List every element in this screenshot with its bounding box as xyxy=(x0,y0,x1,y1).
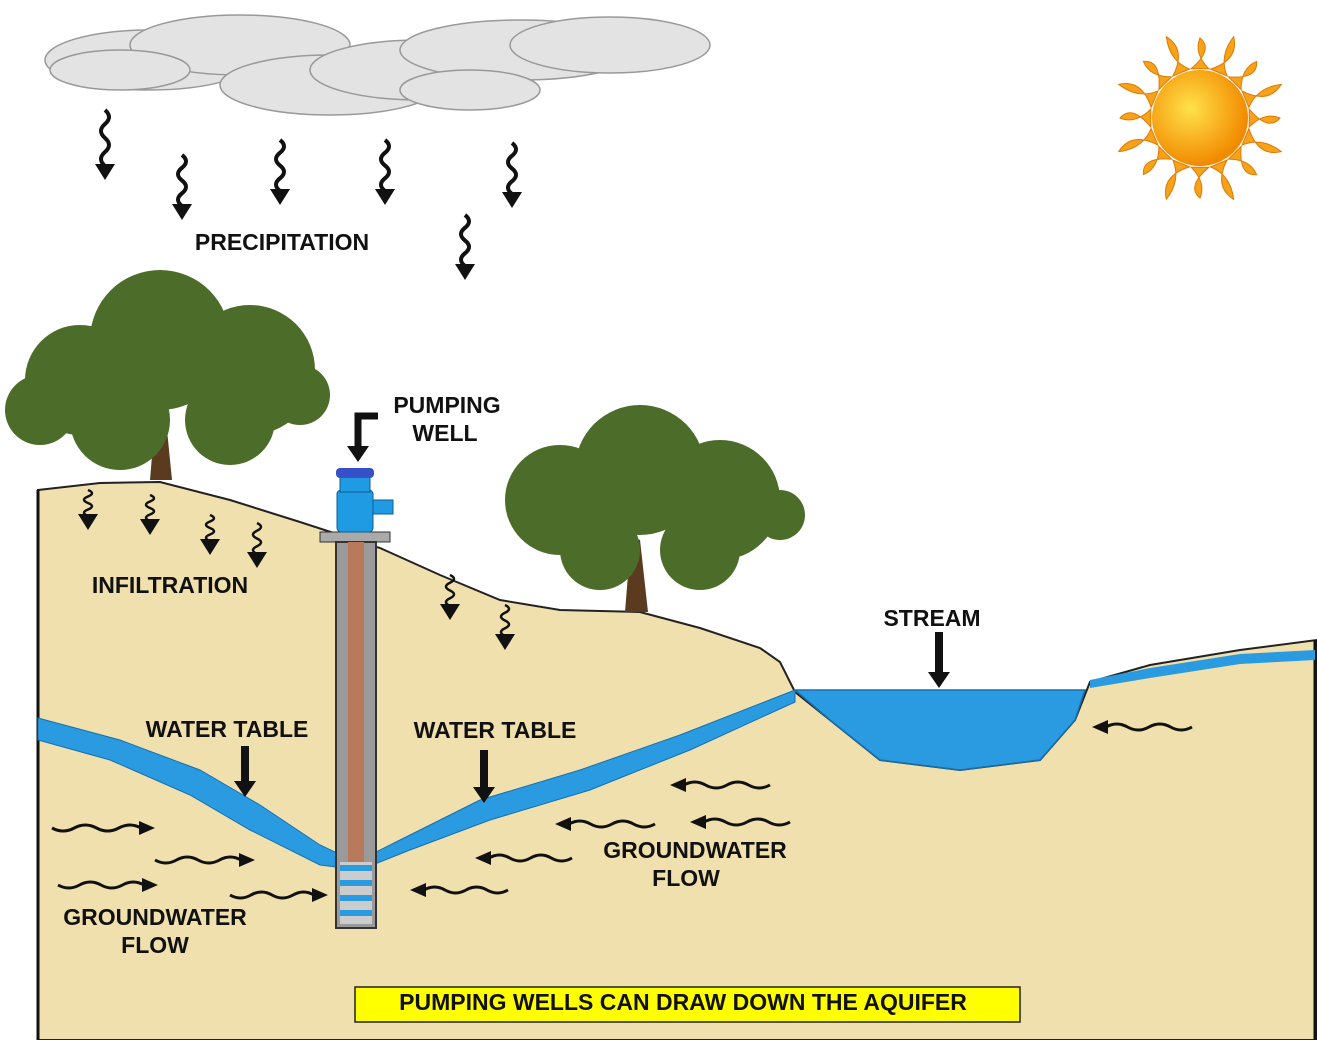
squiggle-arrow xyxy=(178,155,186,206)
sun-ray xyxy=(1191,167,1209,198)
pointer-arrow xyxy=(935,632,943,674)
arrow-head xyxy=(270,189,290,205)
stream-label: STREAM xyxy=(883,605,980,631)
squiggle-arrow xyxy=(381,140,389,191)
arrow-head xyxy=(95,164,115,180)
aquifer-diagram: PRECIPITATION PUMPING WELL INFILTRATION … xyxy=(0,0,1317,1040)
clouds xyxy=(45,15,710,115)
arrow-head xyxy=(928,672,950,688)
squiggle-arrow xyxy=(461,215,469,266)
sun-ray xyxy=(1211,37,1235,76)
groundwater-flow-label: FLOW xyxy=(121,932,189,958)
pumping-well-label: WELL xyxy=(412,420,477,446)
caption: PUMPING WELLS CAN DRAW DOWN THE AQUIFER xyxy=(399,989,967,1015)
sun-ray xyxy=(1242,84,1281,107)
squiggle-arrow xyxy=(508,143,516,194)
sun-ray xyxy=(1242,129,1281,153)
water-table-label: WATER TABLE xyxy=(414,717,577,743)
arrow-head xyxy=(375,189,395,205)
squiggle-arrow xyxy=(276,140,284,191)
groundwater-flow-label: FLOW xyxy=(652,865,720,891)
sun-ray xyxy=(1166,37,1189,76)
precipitation-label: PRECIPITATION xyxy=(195,229,369,255)
arrow-head xyxy=(347,446,369,462)
pointer-arrow xyxy=(480,750,488,789)
pointer-arrow xyxy=(358,416,378,450)
groundwater-flow-label: GROUNDWATER xyxy=(603,837,787,863)
sun-ray xyxy=(1249,109,1280,127)
pumping-well-label: PUMPING xyxy=(393,392,500,418)
tree xyxy=(5,270,330,480)
sun-ray xyxy=(1120,109,1151,127)
sun-ray xyxy=(1165,160,1189,199)
arrow-head xyxy=(455,264,475,280)
squiggle-arrow xyxy=(101,110,109,166)
pointer-arrow xyxy=(241,746,249,783)
groundwater-flow-label: GROUNDWATER xyxy=(63,904,247,930)
infiltration-label: INFILTRATION xyxy=(92,572,248,598)
sun-ray xyxy=(1211,160,1234,199)
sun xyxy=(1119,37,1282,200)
arrow-head xyxy=(172,204,192,220)
tree xyxy=(505,405,805,612)
sun-ray xyxy=(1119,83,1158,107)
sun-ray xyxy=(1119,129,1158,152)
water-table-label: WATER TABLE xyxy=(146,716,309,742)
sun-ray xyxy=(1191,38,1209,69)
arrow-head xyxy=(502,192,522,208)
